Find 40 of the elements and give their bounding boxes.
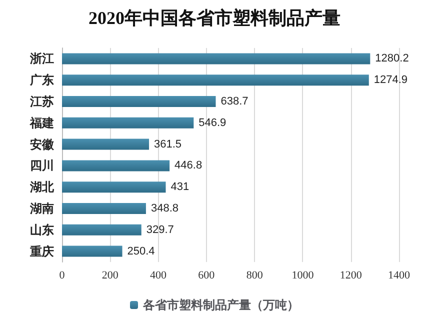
data-label: 546.9 bbox=[198, 116, 226, 129]
bar bbox=[62, 74, 369, 86]
bar bbox=[62, 96, 216, 107]
y-tick-label: 重庆 bbox=[29, 244, 54, 258]
data-label: 361.5 bbox=[154, 138, 182, 150]
bar bbox=[62, 138, 150, 150]
x-tick-label: 200 bbox=[102, 270, 119, 282]
bar bbox=[62, 203, 146, 214]
x-tick-label: 1000 bbox=[292, 270, 314, 282]
y-tick-label: 福建 bbox=[29, 116, 54, 130]
bar bbox=[62, 224, 142, 236]
data-label: 250.4 bbox=[127, 245, 155, 258]
data-label: 329.7 bbox=[146, 224, 174, 236]
chart-title: 2020年中国各省市塑料制品产量 bbox=[88, 8, 340, 28]
x-tick-label: 1400 bbox=[388, 270, 410, 282]
y-tick-label: 山东 bbox=[30, 222, 54, 237]
y-tick-label: 浙江 bbox=[29, 52, 54, 66]
bar bbox=[62, 246, 122, 257]
y-tick-label: 湖南 bbox=[29, 202, 54, 216]
data-label: 431 bbox=[170, 181, 190, 194]
y-tick-label: 湖北 bbox=[29, 180, 55, 194]
bar bbox=[62, 182, 166, 193]
x-tick-label: 600 bbox=[198, 270, 216, 282]
data-label: 348.8 bbox=[150, 202, 178, 214]
x-tick-label: 800 bbox=[246, 270, 264, 282]
data-label: 446.8 bbox=[174, 160, 202, 172]
x-tick-label: 0 bbox=[59, 270, 66, 282]
bar bbox=[62, 53, 370, 64]
x-tick-label: 400 bbox=[150, 270, 168, 282]
y-tick-label: 江苏 bbox=[29, 94, 54, 108]
y-tick-label: 广东 bbox=[29, 73, 54, 88]
data-label: 1280.2 bbox=[375, 52, 409, 65]
data-label: 638.7 bbox=[220, 96, 248, 108]
y-tick-label: 安徽 bbox=[30, 137, 55, 152]
bar bbox=[62, 117, 194, 128]
x-tick-label: 1200 bbox=[340, 270, 362, 282]
legend-label: 各省市塑料制品产量（万吨） bbox=[142, 298, 299, 312]
y-tick-label: 四川 bbox=[30, 158, 54, 173]
data-label: 1274.9 bbox=[374, 74, 408, 86]
bar bbox=[62, 160, 170, 172]
